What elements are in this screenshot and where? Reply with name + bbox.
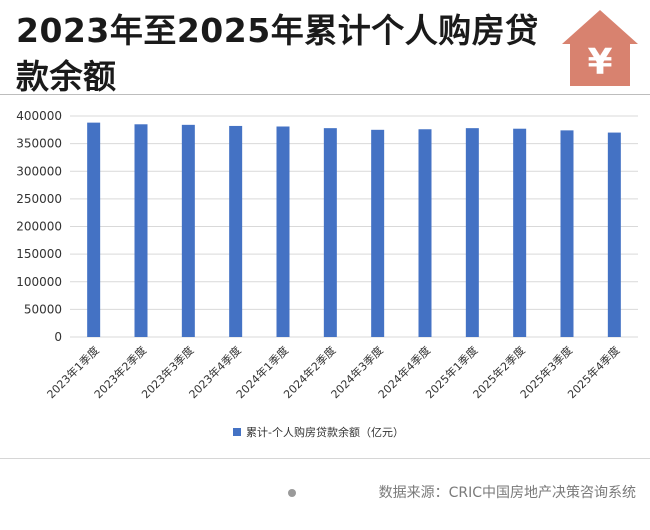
y-tick-label: 300000 <box>16 164 62 178</box>
bar <box>134 124 148 337</box>
page-title: 2023年至2025年累计个人购房贷款余额 <box>16 11 539 96</box>
chart-gridlines <box>70 115 638 338</box>
x-axis-ticks: 2023年1季度2023年2季度2023年3季度2023年4季度2024年1季度… <box>44 343 623 401</box>
bar <box>513 128 527 337</box>
chart-bars <box>87 122 621 337</box>
bar <box>87 122 101 337</box>
chart-legend: 累计-个人购房贷款余额（亿元） <box>233 425 404 439</box>
bar-chart: 0 50000 100000 150000 200000 250000 300000 3500… <box>16 109 638 439</box>
bullet-icon <box>288 489 296 497</box>
house-roof <box>562 10 638 86</box>
bar <box>323 128 337 337</box>
bar <box>276 126 290 337</box>
y-tick-label: 0 <box>54 330 62 344</box>
y-tick-label: 100000 <box>16 275 62 289</box>
y-tick-label: 150000 <box>16 247 62 261</box>
legend-label: 累计-个人购房贷款余额（亿元） <box>246 425 404 439</box>
house-yen-icon: ¥ <box>562 10 638 86</box>
bar <box>181 124 195 337</box>
bar <box>229 125 243 337</box>
footer-divider <box>0 458 650 459</box>
header-divider <box>0 94 650 95</box>
y-tick-label: 250000 <box>16 192 62 206</box>
bar <box>560 130 574 337</box>
data-source: 数据来源：CRIC中国房地产决策咨询系统 <box>378 485 636 501</box>
y-tick-label: 400000 <box>16 109 62 123</box>
y-tick-label: 50000 <box>24 302 62 316</box>
bar <box>418 129 432 337</box>
bar <box>371 129 385 337</box>
bar <box>607 132 621 337</box>
yen-symbol: ¥ <box>587 42 612 83</box>
legend-swatch <box>233 428 241 436</box>
bar <box>465 128 479 337</box>
y-axis-ticks: 0 50000 100000 150000 200000 250000 300000 3500… <box>16 109 62 344</box>
y-tick-label: 350000 <box>16 137 62 151</box>
y-tick-label: 200000 <box>16 220 62 234</box>
